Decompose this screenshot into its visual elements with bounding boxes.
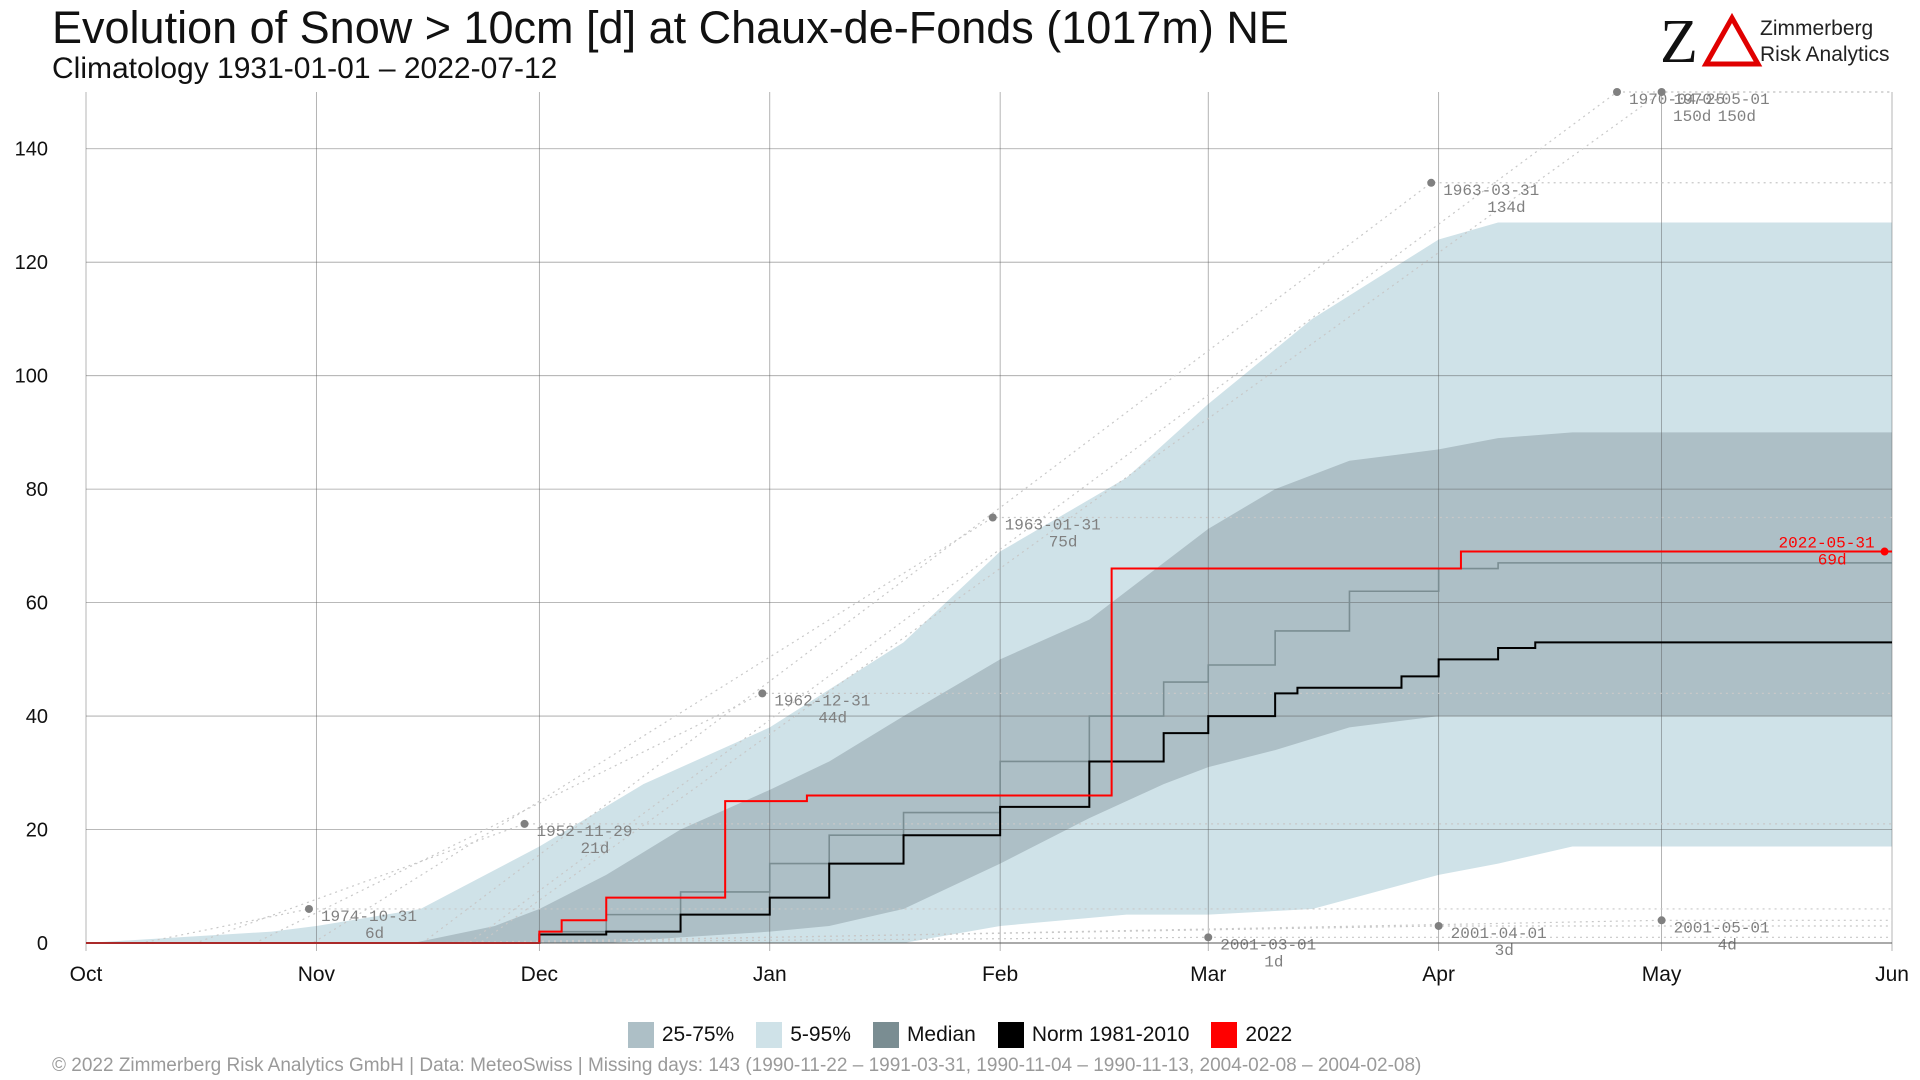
- chart-legend: 25-75% 5-95% Median Norm 1981-2010 2022: [0, 1022, 1920, 1048]
- company-name-line2: Risk Analytics: [1760, 43, 1890, 66]
- legend-swatch: [872, 1022, 899, 1048]
- annotation-value: 75d: [1049, 534, 1078, 552]
- annotation-value: 150d: [1718, 108, 1756, 126]
- annotation-value: 4d: [1718, 936, 1737, 954]
- series-line-2022: [86, 550, 1892, 944]
- footer-credits: © 2022 Zimmerberg Risk Analytics GmbH | …: [52, 1055, 1422, 1076]
- annotation-value: 1d: [1264, 953, 1283, 971]
- band-5-95: [86, 222, 1892, 943]
- legend-label: 2022: [1245, 1023, 1293, 1046]
- band-25-75: [86, 432, 1892, 943]
- y-tick-label: 60: [26, 593, 48, 615]
- annotation-value: 3d: [1495, 942, 1514, 960]
- annotation-point: [758, 689, 767, 698]
- legend-swatch: [997, 1022, 1024, 1048]
- annotation-point: [1434, 921, 1443, 930]
- annotation-point: [1880, 547, 1889, 556]
- x-tick-label: Nov: [298, 963, 336, 986]
- x-tick-label: Apr: [1422, 963, 1455, 986]
- annotation-value: 6d: [365, 925, 384, 943]
- annotation-point: [1204, 933, 1213, 942]
- historical-trace: [86, 936, 1892, 944]
- annotation-date: 1974-10-31: [321, 908, 417, 926]
- x-tick-label: Dec: [521, 963, 558, 986]
- svg-text:Z: Z: [1660, 10, 1698, 74]
- legend-item-25-75: 25-75%: [627, 1022, 735, 1048]
- y-tick-label: 140: [15, 139, 48, 161]
- x-tick-label: Mar: [1190, 963, 1226, 986]
- annotation-point: [304, 904, 313, 913]
- x-tick-label: Jun: [1875, 963, 1909, 986]
- legend-label: 5-95%: [790, 1023, 851, 1046]
- annotation-value: 69d: [1818, 552, 1847, 570]
- annotation-point: [520, 819, 529, 828]
- y-tick-label: 120: [15, 252, 48, 274]
- chart-subtitle: Climatology 1931-01-01 – 2022-07-12: [52, 52, 558, 85]
- annotation-date: 1963-03-31: [1443, 182, 1539, 200]
- y-tick-label: 20: [26, 820, 48, 842]
- annotation-date: 1970-05-01: [1674, 91, 1770, 109]
- y-tick-label: 40: [26, 706, 48, 728]
- snow-days-chart: 0 20 40 60 80 100 120 140 Oct Nov Dec Jan Feb Mar Apr M…: [15, 88, 1909, 986]
- legend-item-norm: Norm 1981-2010: [997, 1022, 1190, 1048]
- legend-item-5-95: 5-95%: [756, 1022, 851, 1048]
- annotation-point: [1657, 916, 1666, 925]
- legend-item-2022: 2022: [1211, 1022, 1292, 1048]
- annotation-point: [1427, 178, 1436, 187]
- annotation-date: 1970-04-25: [1629, 91, 1725, 109]
- chart-title: Evolution of Snow > 10cm [d] at Chaux-de…: [52, 2, 1289, 53]
- x-tick-label: Feb: [982, 963, 1018, 986]
- historical-trace: [86, 91, 1892, 944]
- annotation-date: 2001-03-01: [1220, 936, 1316, 954]
- annotation-value: 150d: [1673, 108, 1711, 126]
- company-name-line1: Zimmerberg: [1760, 17, 1874, 40]
- legend-label: Median: [906, 1023, 976, 1046]
- historical-trace: [86, 919, 1892, 944]
- legend-swatch: [756, 1022, 783, 1048]
- annotation-point: [1613, 88, 1622, 96]
- legend-label: Norm 1981-2010: [1031, 1023, 1190, 1046]
- company-name: Zimmerberg Risk Analytics: [1760, 16, 1890, 68]
- annotation-date: 1962-12-31: [774, 692, 870, 710]
- annotation-date: 2001-04-01: [1451, 925, 1547, 943]
- annotation-point: [1657, 88, 1666, 96]
- legend-label: 25-75%: [661, 1023, 735, 1046]
- annotation-date: 2001-05-01: [1674, 919, 1770, 937]
- company-logo: Z: [1660, 10, 1763, 74]
- x-tick-label: Jan: [753, 963, 787, 986]
- annotation-value: 44d: [818, 709, 847, 727]
- annotation-point: [988, 513, 997, 522]
- x-tick-label: Oct: [70, 963, 103, 986]
- annotation-date: 1963-01-31: [1005, 517, 1101, 535]
- y-tick-label: 80: [26, 479, 48, 501]
- y-tick-label: 100: [15, 366, 48, 388]
- x-tick-label: May: [1642, 963, 1682, 986]
- legend-item-median: Median: [872, 1022, 976, 1048]
- series-line-norm-1981-2010: [86, 641, 1892, 944]
- annotation-value: 21d: [580, 840, 609, 858]
- y-tick-label: 0: [37, 933, 48, 955]
- annotation-value: 134d: [1487, 199, 1525, 217]
- annotation-date: 1952-11-29: [536, 823, 632, 841]
- legend-swatch: [1211, 1022, 1238, 1048]
- legend-swatch: [627, 1022, 654, 1048]
- annotation-date: 2022-05-31: [1779, 535, 1875, 553]
